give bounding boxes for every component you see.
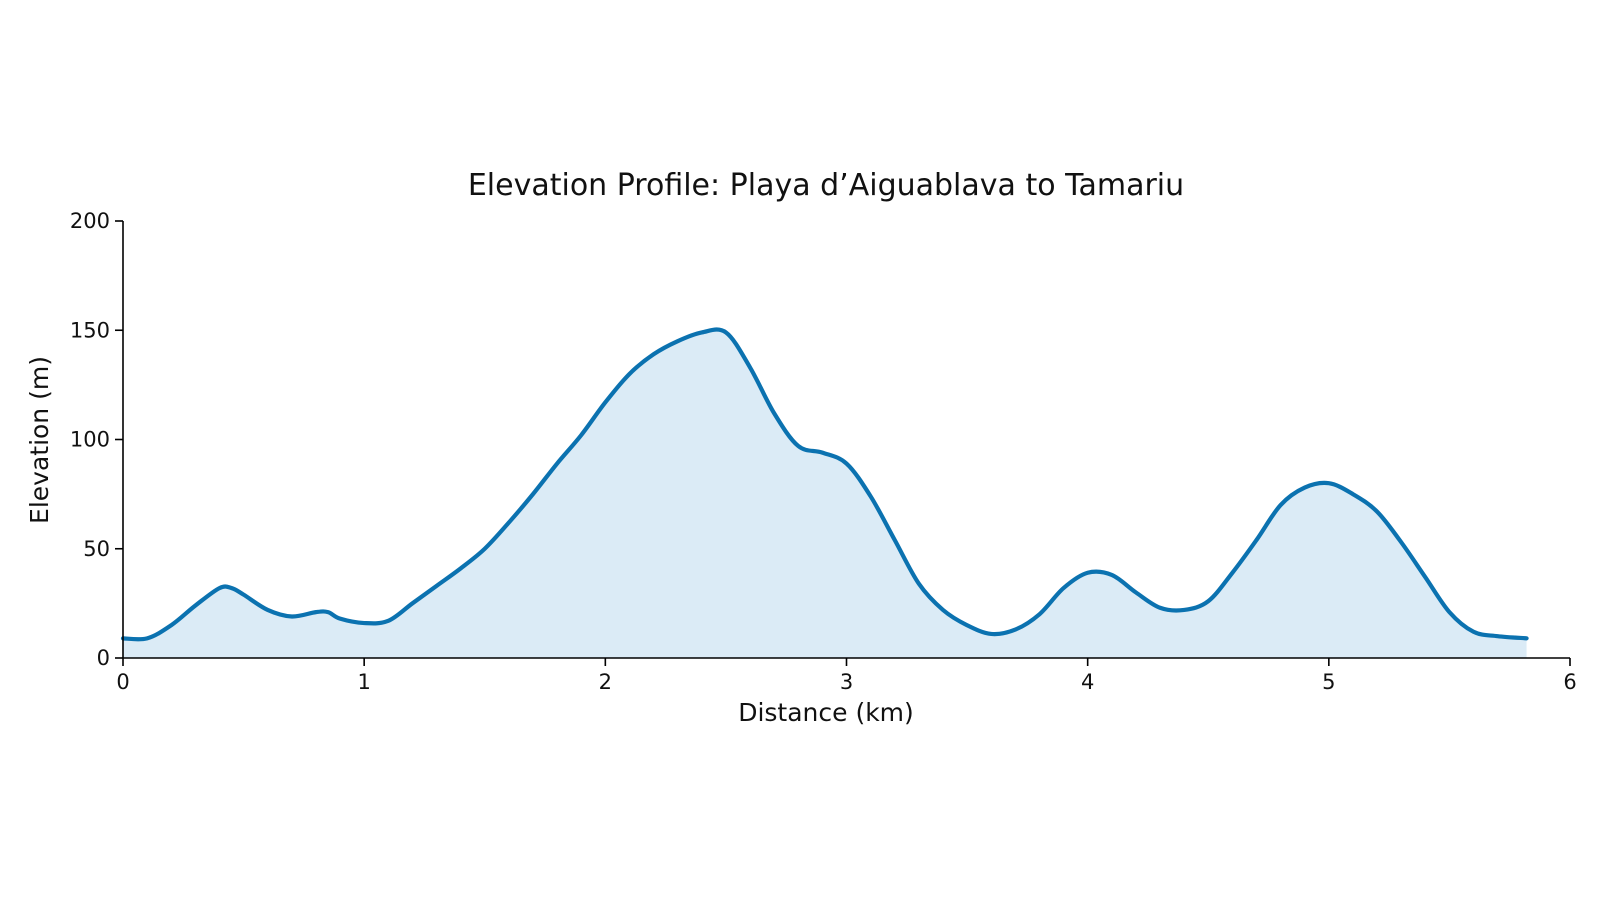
y-tick-label: 50 (83, 537, 110, 561)
y-tick-label: 200 (70, 209, 110, 233)
x-tick-label: 2 (599, 670, 612, 694)
x-tick-label: 1 (357, 670, 370, 694)
axes: 0 1 2 3 4 5 6 0 50 100 150 200 (70, 209, 1577, 694)
y-axis-label: Elevation (m) (25, 356, 54, 524)
elevation-area-fill (123, 329, 1527, 658)
y-tick-label: 150 (70, 318, 110, 342)
x-tick-label: 3 (840, 670, 853, 694)
y-tick-label: 0 (97, 646, 110, 670)
plot-area (120, 327, 1529, 658)
x-tick-label: 5 (1322, 670, 1335, 694)
x-axis-label: Distance (km) (738, 698, 914, 727)
y-tick-label: 100 (70, 428, 110, 452)
elevation-line (120, 327, 1529, 642)
x-tick-label: 4 (1081, 670, 1094, 694)
chart-title: Elevation Profile: Playa d’Aiguablava to… (468, 168, 1184, 203)
x-tick-label: 6 (1563, 670, 1576, 694)
x-tick-label: 0 (116, 670, 129, 694)
